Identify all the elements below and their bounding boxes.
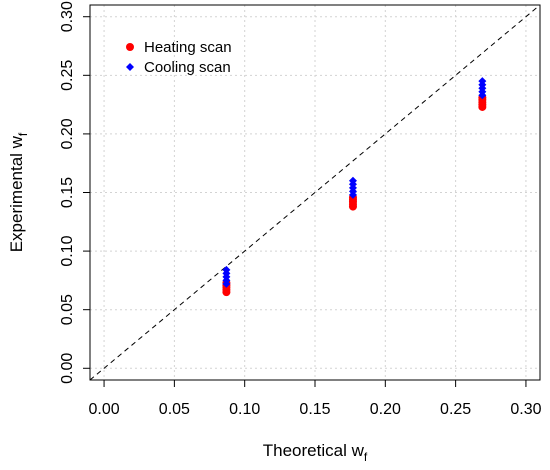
data-point-cooling <box>222 265 231 274</box>
data-point-cooling <box>348 176 357 185</box>
y-tick-label: 0.05 <box>59 294 76 325</box>
x-tick-label: 0.00 <box>88 401 119 418</box>
data-points <box>222 77 487 297</box>
y-axis-title-main: Experimental w <box>7 135 26 252</box>
legend-marker-heating <box>126 43 134 51</box>
x-tick-label: 0.05 <box>159 401 190 418</box>
reference-line <box>89 4 541 381</box>
legend-marker-cooling <box>126 63 134 71</box>
y-axis: 0.00 0.05 0.10 0.15 0.20 0.25 0.30 <box>59 1 90 384</box>
legend-label-cooling: Cooling scan <box>144 59 231 76</box>
data-point-cooling <box>478 77 487 86</box>
x-axis-title-subscript: f <box>364 450 368 464</box>
y-tick-label: 0.10 <box>59 235 76 266</box>
x-axis: 0.00 0.05 0.10 0.15 0.20 0.25 0.30 <box>88 380 542 418</box>
legend-label-heating: Heating scan <box>144 39 232 56</box>
x-tick-label: 0.25 <box>440 401 471 418</box>
legend: Heating scan Cooling scan <box>126 39 232 76</box>
y-tick-label: 0.00 <box>59 353 76 384</box>
x-tick-label: 0.10 <box>229 401 260 418</box>
grid-lines <box>90 5 540 380</box>
y-tick-label: 0.25 <box>59 60 76 91</box>
y-tick-label: 0.20 <box>59 118 76 149</box>
x-tick-label: 0.15 <box>299 401 330 418</box>
y-tick-label: 0.15 <box>59 177 76 208</box>
y-axis-title-subscript: f <box>16 132 30 136</box>
y-axis-title: Experimental wf <box>7 132 30 252</box>
x-tick-label: 0.30 <box>510 401 541 418</box>
x-axis-title: Theoretical wf <box>263 441 368 464</box>
y-tick-label: 0.30 <box>59 1 76 32</box>
x-axis-title-main: Theoretical w <box>263 441 365 460</box>
x-tick-label: 0.20 <box>370 401 401 418</box>
